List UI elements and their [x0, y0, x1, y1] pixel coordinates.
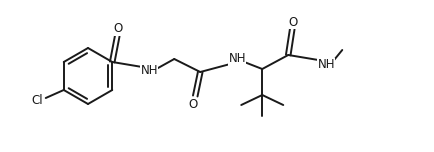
Text: Cl: Cl	[31, 93, 43, 107]
Text: NH: NH	[228, 52, 246, 66]
Text: NH: NH	[141, 64, 158, 78]
Text: O: O	[114, 22, 123, 36]
Text: NH: NH	[318, 57, 335, 71]
Text: O: O	[289, 16, 298, 29]
Text: O: O	[189, 97, 198, 111]
